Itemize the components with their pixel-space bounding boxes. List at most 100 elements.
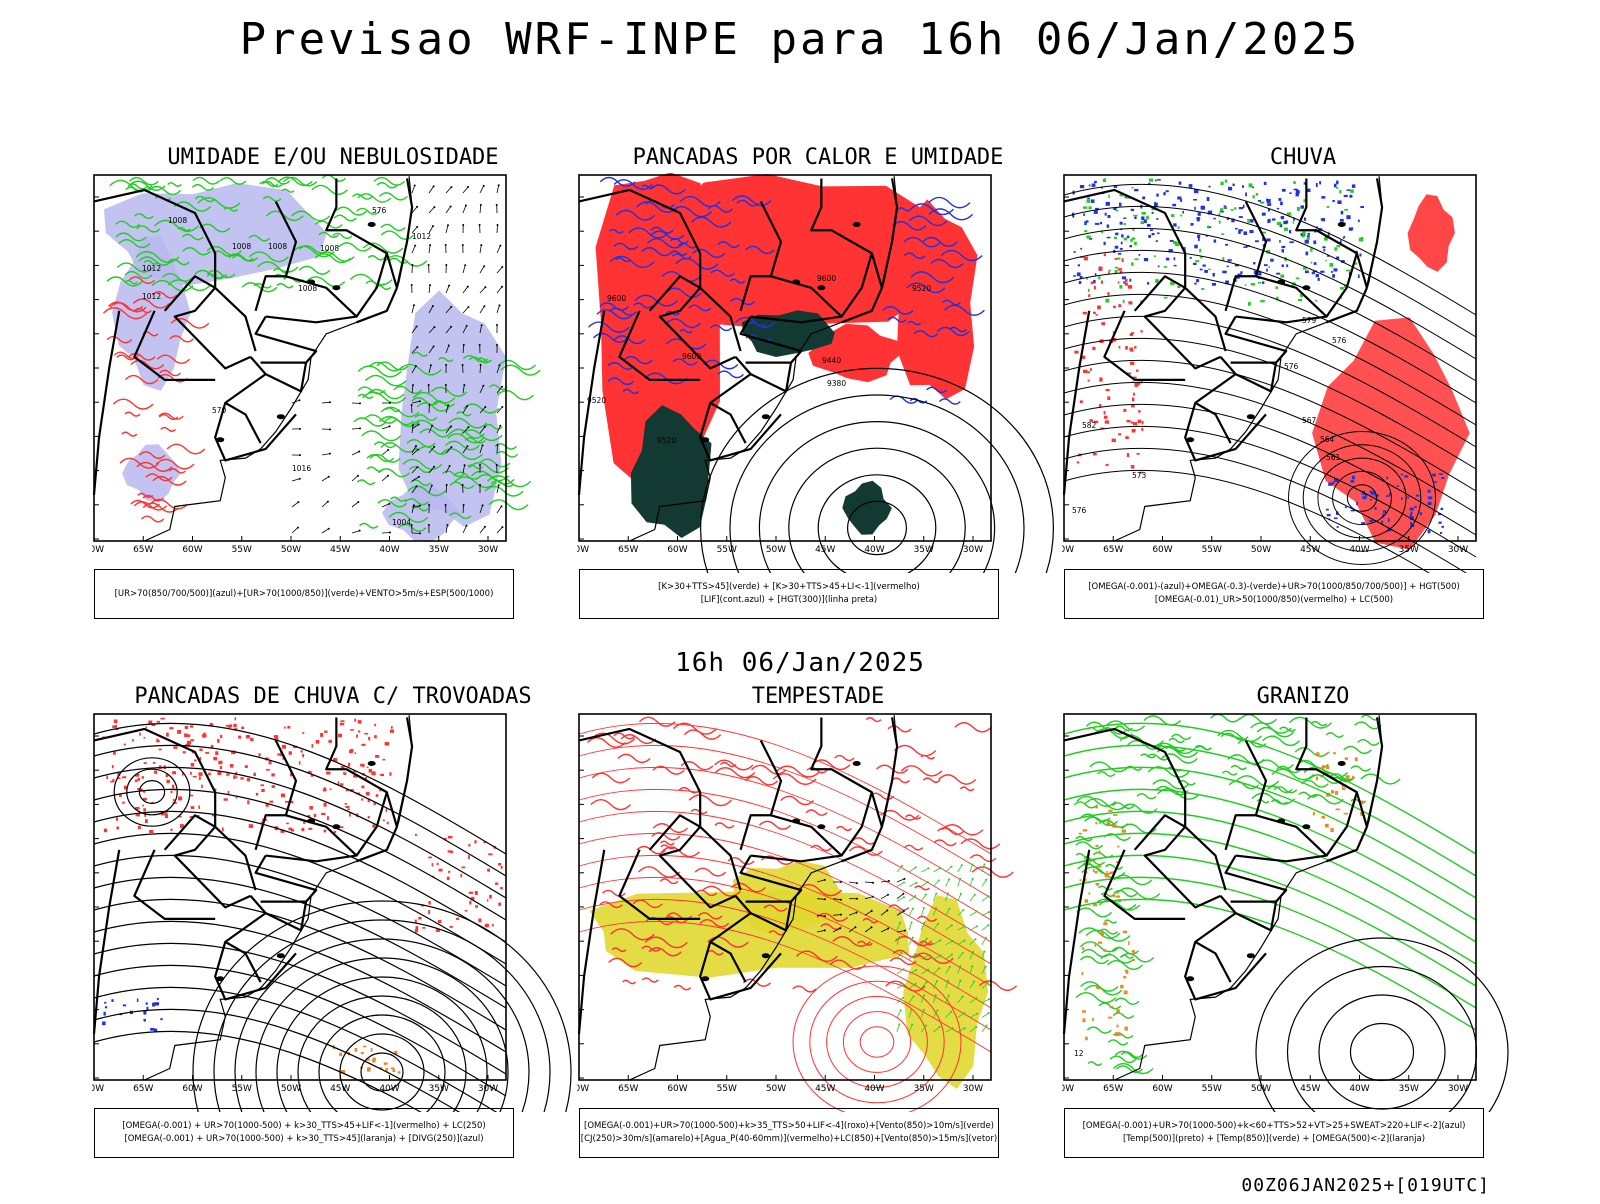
legend-line: [OMEGA(-0.001) + UR>70(1000-500) + k>30_… xyxy=(95,1133,513,1146)
wind-vector xyxy=(387,449,389,451)
omega-500-area xyxy=(1093,904,1097,906)
wind-850-strong xyxy=(970,879,973,887)
thunderstorm-area xyxy=(487,899,489,901)
wind-vector xyxy=(299,454,301,456)
panel-chuva: CHUVA 58257657657356756456157657912S15S1… xyxy=(1063,145,1543,665)
wind-vector xyxy=(482,504,484,506)
precipitable-water-contour xyxy=(812,760,850,769)
omega-area xyxy=(1356,502,1358,505)
thunderstorm-area xyxy=(159,749,162,751)
thunderstorm-area xyxy=(460,874,462,877)
lon-label: 45W xyxy=(1300,1084,1320,1094)
rain-area xyxy=(1128,301,1132,304)
legend-line: [OMEGA(-0.001)+UR>70(1000-500)+k>35_TTS>… xyxy=(580,1120,998,1133)
omega-area xyxy=(1073,275,1076,277)
rain-area xyxy=(1118,282,1120,284)
lon-label: 60W xyxy=(667,545,687,555)
legend-line: [CJ(250)>30m/s](amarelo)+[Agua_P(40-60mm… xyxy=(580,1133,998,1146)
wind-vector xyxy=(463,187,468,193)
low-humidity-contour xyxy=(385,256,427,266)
wind-vector xyxy=(322,477,329,481)
wind-850-strong xyxy=(902,997,904,999)
wind-vector xyxy=(352,476,358,481)
state-border xyxy=(1367,717,1382,826)
temp-850-contour xyxy=(1081,982,1118,991)
thunderstorm-area xyxy=(235,717,237,720)
thunderstorm-area xyxy=(202,734,206,738)
omega-500-area xyxy=(1331,790,1334,793)
wind-vector xyxy=(480,204,482,206)
omega-area xyxy=(1389,493,1391,496)
thunderstorm-area xyxy=(301,750,303,753)
wind-vector xyxy=(480,527,485,533)
wind-850-strong xyxy=(935,994,937,996)
wind-vector xyxy=(467,286,469,288)
omega-area xyxy=(1201,206,1205,210)
state-border xyxy=(1145,288,1221,369)
omega-500-area xyxy=(1117,846,1119,848)
temp-850-contour xyxy=(1289,717,1331,728)
omega-500-area xyxy=(1079,833,1082,835)
thickness-contour xyxy=(125,412,140,416)
low-humidity-contour xyxy=(489,500,528,510)
thunderstorm-area xyxy=(474,840,476,843)
omega-strong-area xyxy=(1293,181,1296,184)
wind-vector xyxy=(299,399,301,401)
lake-shape xyxy=(853,761,861,766)
omega-500-area xyxy=(1344,813,1348,815)
omega-area xyxy=(1441,526,1444,528)
omega-area xyxy=(1120,222,1123,225)
wind-850-strong xyxy=(982,896,988,901)
wind-vector xyxy=(496,324,498,326)
wind-850-strong xyxy=(985,966,987,968)
temp-850-contour xyxy=(1295,748,1329,756)
wind-vector xyxy=(431,425,433,427)
wind-850-strong xyxy=(923,1009,925,1011)
omega-area xyxy=(1212,283,1216,286)
thunderstorm-area xyxy=(465,910,468,912)
omega-area xyxy=(1266,238,1270,241)
wind-vector xyxy=(462,484,464,486)
omega-area xyxy=(1198,213,1201,216)
rain-area xyxy=(1105,420,1109,423)
thunderstorm-area xyxy=(361,786,364,789)
thunderstorm-area xyxy=(145,819,148,823)
thunderstorm-area xyxy=(135,780,138,783)
thunderstorm-area xyxy=(289,751,292,755)
thunderstorm-area xyxy=(391,726,393,729)
omega-area xyxy=(1083,214,1085,216)
wind-vector xyxy=(463,307,468,313)
omega-strong-area xyxy=(1325,260,1327,262)
wind-vector xyxy=(888,880,890,882)
wind-850-strong xyxy=(938,880,940,882)
state-border xyxy=(1226,201,1266,310)
contour-label: 1008 xyxy=(232,242,251,251)
omega-500-area xyxy=(1335,791,1338,795)
thunderstorm-area xyxy=(142,805,144,807)
omega-area xyxy=(1245,193,1247,197)
omega-strong-area xyxy=(1134,258,1138,260)
omega-500-area xyxy=(1097,865,1101,867)
temp-850-contour xyxy=(1169,739,1184,743)
omega-area xyxy=(1334,517,1338,519)
omega-area xyxy=(1319,181,1321,184)
rain-area xyxy=(1138,420,1142,423)
low-humidity-contour xyxy=(368,256,385,260)
thunderstorm-area xyxy=(308,828,312,830)
rain-area xyxy=(1088,380,1090,382)
wind-vector xyxy=(428,384,430,386)
wind-850-strong xyxy=(915,969,917,971)
wind-vector xyxy=(824,879,826,881)
precipitable-water-contour xyxy=(960,787,974,790)
wind-vector xyxy=(416,226,418,228)
omega-area xyxy=(1087,198,1090,200)
wind-850-strong xyxy=(939,867,941,869)
thunderstorm-area xyxy=(240,777,243,779)
lon-label: 55W xyxy=(232,1084,252,1094)
wind-850-strong xyxy=(982,912,989,916)
omega-500-area xyxy=(1125,970,1128,972)
omega-area xyxy=(1440,532,1442,534)
omega-area xyxy=(1154,202,1156,204)
omega-strong-area xyxy=(1298,299,1302,301)
